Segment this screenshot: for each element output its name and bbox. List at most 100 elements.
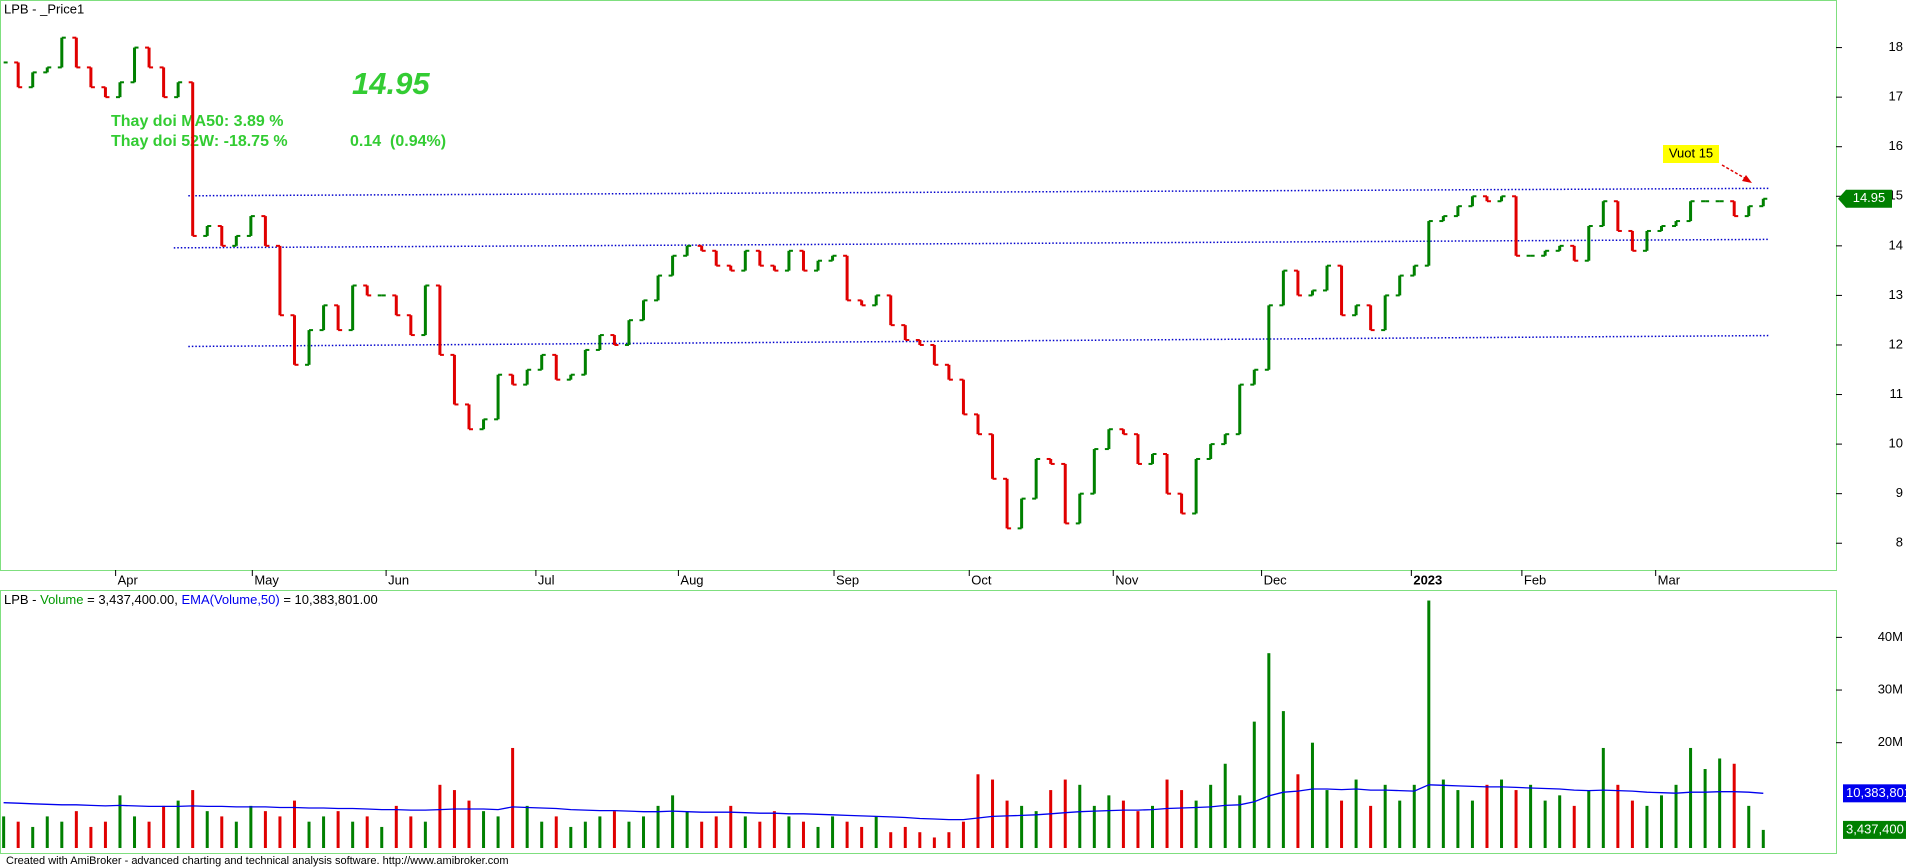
price-bar	[857, 299, 866, 307]
volume-bar	[1398, 800, 1402, 848]
price-bar	[886, 294, 895, 327]
price-title: LPB - _Price1	[4, 1, 84, 16]
volume-bar	[103, 821, 107, 848]
volume-bar	[292, 800, 296, 848]
price-bar	[159, 66, 168, 99]
volume-bar	[1427, 600, 1431, 848]
price-bar	[1133, 433, 1142, 465]
price-bar	[174, 81, 183, 99]
volume-bar	[816, 826, 820, 848]
price-bar	[523, 368, 532, 386]
price-bar	[624, 319, 633, 346]
price-bar	[1628, 229, 1637, 252]
price-bar	[1410, 264, 1419, 277]
volume-bar	[671, 795, 675, 848]
last-value-label: 10,383,801	[1846, 785, 1906, 800]
price-bar	[1017, 497, 1026, 530]
price-bar	[1221, 433, 1230, 446]
x-tick-label: Jun	[388, 572, 409, 587]
price-bar	[814, 259, 823, 272]
volume-bar	[1485, 784, 1489, 848]
volume-bar	[1500, 779, 1504, 848]
volume-bar	[1718, 758, 1722, 848]
volume-bar	[1296, 774, 1300, 848]
price-bar	[1613, 200, 1622, 232]
trendline	[188, 187, 1770, 197]
price-bar	[101, 86, 110, 99]
price-bar	[348, 284, 357, 332]
price-bar	[581, 348, 590, 376]
volume-bar	[1063, 779, 1067, 848]
volume-bar	[89, 826, 93, 848]
volume-bar	[1020, 805, 1024, 848]
header-part: = 10,383,801.00	[280, 592, 378, 607]
price-bar	[246, 215, 255, 237]
volume-bar	[1121, 800, 1125, 848]
volume-bar	[540, 821, 544, 848]
price-bar	[1192, 457, 1201, 515]
volume-bar	[903, 826, 907, 848]
volume-bar	[1180, 790, 1184, 848]
price-bar	[1570, 244, 1579, 262]
y-tick-label: 9	[1896, 485, 1903, 500]
volume-bar	[467, 800, 471, 848]
y-tick-label: 16	[1889, 138, 1903, 153]
volume-bar	[1630, 800, 1634, 848]
volume-bar	[932, 837, 936, 848]
y-tick-label: 20M	[1878, 734, 1903, 749]
price-bar	[1119, 428, 1128, 436]
price-bar	[755, 249, 764, 267]
price-bar	[988, 433, 997, 480]
volume-bar	[1514, 790, 1518, 848]
price-bar	[435, 284, 444, 356]
x-tick-label: Apr	[118, 572, 139, 587]
price-bar	[654, 274, 663, 302]
volume-bar	[1456, 790, 1460, 848]
volume-bar	[60, 821, 64, 848]
price-bar	[188, 81, 197, 237]
volume-bar	[845, 821, 849, 848]
volume-bar	[801, 821, 805, 848]
price-bar	[479, 418, 488, 431]
price-bar	[464, 403, 473, 431]
price-bar	[57, 36, 66, 69]
price-bar	[1599, 200, 1608, 228]
volume-bar	[1572, 805, 1576, 848]
volume-bar	[452, 790, 456, 848]
volume-bar	[31, 826, 35, 848]
volume-bar	[772, 811, 776, 848]
header-series: EMA(Volume,50)	[181, 592, 279, 607]
volume-bar	[133, 816, 137, 848]
price-bar	[1250, 368, 1259, 386]
price-bar	[1235, 383, 1244, 436]
annotation: Vuot 15	[1669, 145, 1713, 160]
volume-bar	[583, 821, 587, 848]
trendline	[173, 238, 1770, 249]
annotation-arrow	[1721, 164, 1749, 181]
volume-bar	[1659, 795, 1663, 848]
price-pane	[0, 0, 1837, 571]
volume-bar	[598, 816, 602, 848]
price-bar	[915, 339, 924, 346]
price-bar	[944, 363, 953, 381]
volume-bar	[191, 790, 195, 848]
volume-bar	[1049, 790, 1053, 848]
volume-bar	[1325, 790, 1329, 848]
price-bar	[43, 66, 52, 74]
volume-bar	[831, 816, 835, 848]
y-tick-label: 11	[1890, 386, 1904, 401]
x-tick-label: Mar	[1658, 572, 1681, 587]
price-bar	[1642, 229, 1651, 252]
price-bar	[232, 234, 241, 247]
price-bar	[537, 353, 546, 371]
volume-bar	[365, 816, 369, 848]
volume-bar	[1645, 805, 1649, 848]
price-bar	[1366, 304, 1375, 332]
volume-bar	[1383, 784, 1387, 848]
volume-bar	[1136, 811, 1140, 848]
price-bar	[552, 353, 561, 381]
volume-bar	[627, 821, 631, 848]
volume-bar	[525, 805, 529, 848]
last-value-box	[1843, 820, 1906, 839]
volume-bar	[1674, 784, 1678, 848]
